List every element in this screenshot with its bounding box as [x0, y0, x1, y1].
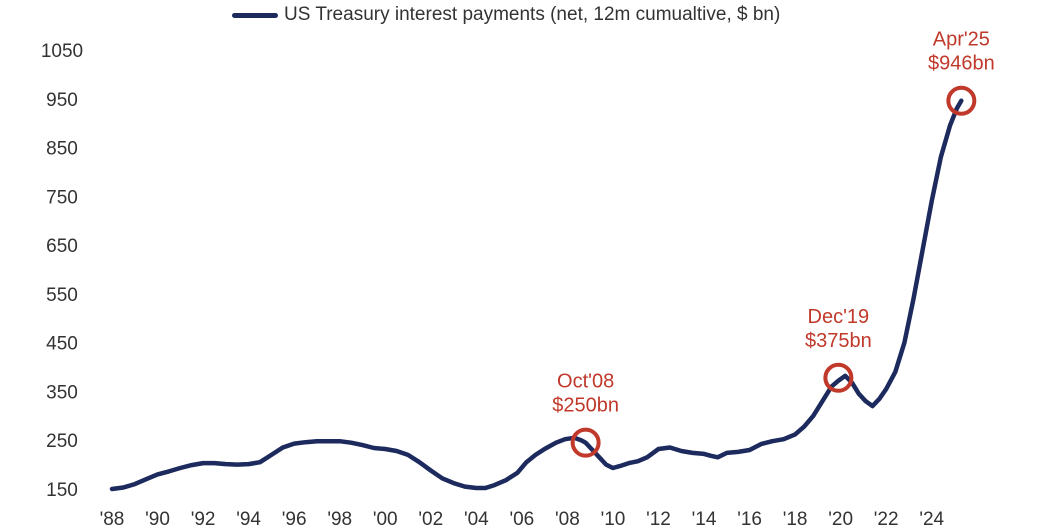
x-tick-label: '12 — [646, 509, 671, 530]
x-tick-label: '24 — [919, 509, 944, 530]
x-tick-label: '90 — [145, 509, 170, 530]
y-tick-label: 450 — [46, 334, 78, 355]
annotation-circle — [823, 362, 854, 393]
annotation-date: Apr'25 — [933, 29, 990, 51]
x-tick-label: '16 — [737, 509, 762, 530]
series-line — [109, 98, 964, 492]
annotation-date: Dec'19 — [808, 306, 870, 328]
x-tick-label: '10 — [601, 509, 626, 530]
annotation-date: Oct'08 — [557, 371, 614, 393]
legend-swatch — [232, 12, 278, 18]
x-tick-label: '18 — [783, 509, 808, 530]
x-tick-label: '94 — [236, 509, 261, 530]
x-tick-label: '20 — [828, 509, 853, 530]
y-tick-label: 1050 — [41, 41, 83, 62]
y-tick-label: 250 — [46, 431, 78, 452]
y-tick-label: 150 — [46, 480, 78, 501]
x-axis-ticks: '88 '90 '92 '94 '96 '98 '00 '02 '04 '06 '08 '10 '12 '… — [100, 509, 945, 530]
y-tick-label: 550 — [46, 285, 78, 306]
legend-label: US Treasury interest payments (net, 12m … — [284, 4, 781, 25]
x-tick-label: '02 — [418, 509, 443, 530]
annotation-value: $250bn — [552, 395, 619, 417]
annotation-value: $375bn — [805, 330, 872, 352]
x-tick-label: '00 — [373, 509, 398, 530]
y-tick-label: 850 — [46, 139, 78, 160]
x-tick-label: '04 — [464, 509, 489, 530]
legend: US Treasury interest payments (net, 12m … — [232, 3, 780, 27]
y-tick-label: 350 — [46, 382, 78, 403]
y-tick-label: 650 — [46, 236, 78, 257]
x-tick-label: '06 — [509, 509, 534, 530]
x-tick-label: '98 — [327, 509, 352, 530]
y-tick-label: 750 — [46, 187, 78, 208]
x-tick-label: '96 — [282, 509, 307, 530]
x-tick-label: '22 — [874, 509, 899, 530]
y-axis-ticks: 150 250 350 450 550 650 750 850 950 1050 — [41, 41, 83, 501]
annotations: Oct'08$250bn Dec'19$375bn Apr'25$946bn — [552, 29, 995, 458]
x-tick-label: '92 — [191, 509, 216, 530]
y-tick-label: 950 — [46, 90, 78, 111]
annotation-circle — [570, 427, 601, 458]
annotation-circle — [946, 85, 977, 116]
annotation-value: $946bn — [928, 53, 995, 75]
x-tick-label: '08 — [555, 509, 580, 530]
x-tick-label: '88 — [100, 509, 125, 530]
x-tick-label: '14 — [692, 509, 717, 530]
series-group — [109, 98, 964, 492]
